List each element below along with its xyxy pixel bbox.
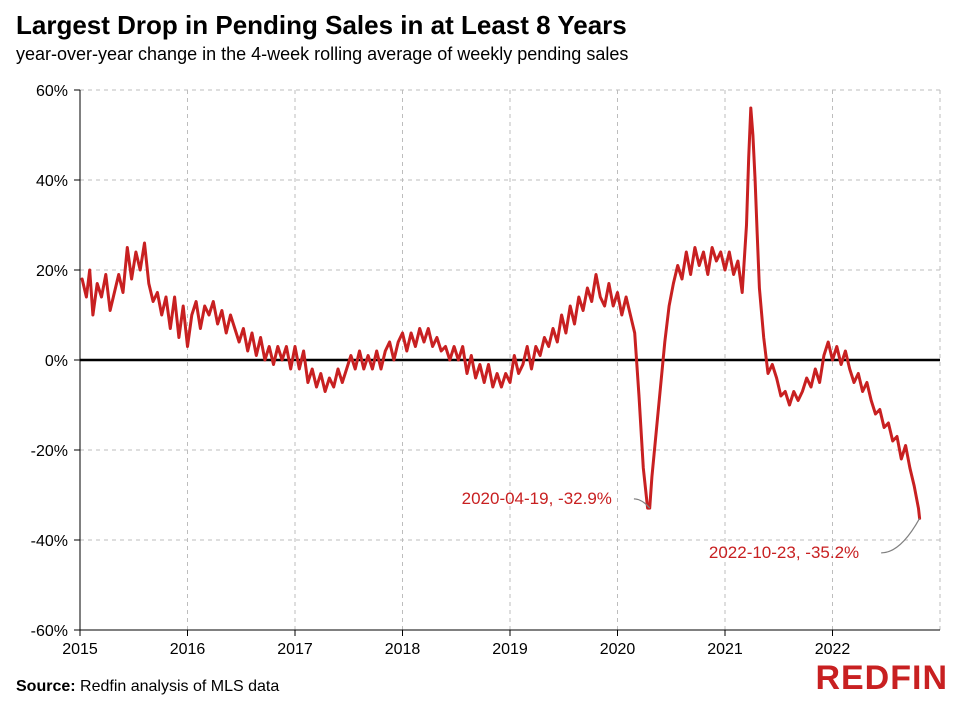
source-text: Redfin analysis of MLS data [76, 678, 280, 695]
source-caption: Source: Redfin analysis of MLS data [16, 678, 279, 696]
svg-text:-40%: -40% [31, 533, 68, 550]
svg-text:40%: 40% [36, 173, 68, 190]
source-label: Source: [16, 678, 76, 695]
svg-text:2020: 2020 [600, 641, 636, 658]
svg-text:60%: 60% [36, 83, 68, 100]
svg-text:2017: 2017 [277, 641, 313, 658]
redfin-logo: REDFIN [815, 659, 948, 698]
svg-text:20%: 20% [36, 263, 68, 280]
svg-text:2019: 2019 [492, 641, 528, 658]
svg-text:2022-10-23, -35.2%: 2022-10-23, -35.2% [709, 543, 859, 562]
line-chart: -60% -40% -20% 0% 20% 40% 60% 2015 2016 2017 2018 2… [0, 0, 970, 710]
svg-text:-60%: -60% [31, 623, 68, 640]
svg-text:2015: 2015 [62, 641, 98, 658]
svg-text:0%: 0% [45, 353, 68, 370]
svg-text:2022: 2022 [815, 641, 851, 658]
svg-text:2016: 2016 [170, 641, 206, 658]
svg-text:2020-04-19, -32.9%: 2020-04-19, -32.9% [462, 489, 612, 508]
svg-text:-20%: -20% [31, 443, 68, 460]
svg-text:2018: 2018 [385, 641, 421, 658]
svg-text:2021: 2021 [707, 641, 743, 658]
